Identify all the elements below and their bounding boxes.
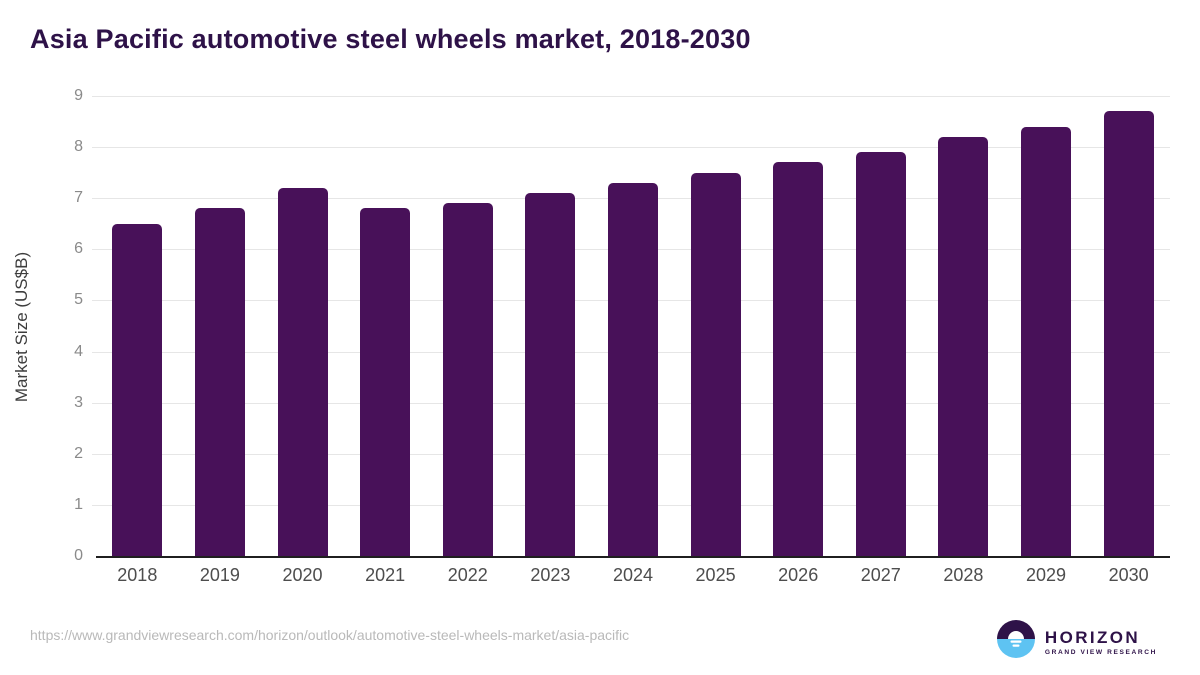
bar-slot-2018	[96, 96, 179, 556]
bar-slot-2025	[674, 96, 757, 556]
x-tick-label-2030: 2030	[1108, 565, 1149, 585]
y-tick-label-0: 0	[74, 547, 83, 564]
y-axis-title: Market Size (US$B)	[12, 251, 31, 403]
bar-slot-2020	[261, 96, 344, 556]
bar-2030[interactable]	[1103, 111, 1154, 556]
bar-2025[interactable]	[690, 172, 741, 556]
chart-title: Asia Pacific automotive steel wheels mar…	[30, 24, 751, 54]
y-tick-label-9: 9	[74, 87, 83, 104]
bar-slot-2022	[426, 96, 509, 556]
bar-series	[96, 96, 1170, 556]
logo-subtitle: GRAND VIEW RESEARCH	[1044, 648, 1157, 656]
bar-2020[interactable]	[277, 188, 328, 556]
gridline-8	[92, 147, 1170, 149]
x-tick-label-2019: 2019	[199, 565, 240, 585]
x-tick-label-2022: 2022	[447, 565, 488, 585]
horizon-logo: HORIZON GRAND VIEW RESEARCH	[996, 619, 1157, 664]
source-url: https://www.grandviewresearch.com/horizo…	[30, 627, 630, 643]
bar-2019[interactable]	[194, 208, 245, 556]
logo-name: HORIZON	[1044, 627, 1141, 647]
bar-2023[interactable]	[525, 193, 576, 556]
bar-slot-2027	[839, 96, 922, 556]
x-tick-label-2018: 2018	[117, 565, 158, 585]
y-tick-label-6: 6	[74, 240, 83, 258]
x-tick-label-2026: 2026	[778, 565, 819, 585]
x-tick-label-2028: 2028	[943, 565, 984, 585]
bar-2018[interactable]	[112, 223, 163, 556]
bar-slot-2029	[1005, 96, 1088, 556]
bar-2022[interactable]	[442, 203, 493, 556]
bar-2026[interactable]	[773, 162, 824, 556]
y-tick-label-1: 1	[74, 495, 83, 513]
x-tick-label-2023: 2023	[530, 565, 571, 585]
logo-text: HORIZON GRAND VIEW RESEARCH	[1045, 628, 1157, 656]
plot-area: 0 1 2 3 4 5 6 7 8 9	[74, 88, 1170, 564]
gridline-9	[92, 96, 1170, 97]
bar-slot-2026	[757, 96, 840, 556]
bar-2021[interactable]	[360, 208, 411, 556]
x-tick-label-2025: 2025	[695, 565, 736, 585]
x-tick-label-2024: 2024	[612, 565, 653, 585]
x-tick-label-2021: 2021	[365, 565, 406, 585]
y-tick-label-4: 4	[74, 342, 83, 360]
horizon-sunset-icon	[996, 619, 1036, 664]
x-tick-label-2029: 2029	[1025, 565, 1067, 585]
x-tick-label-2020: 2020	[282, 565, 323, 585]
y-tick-label-8: 8	[74, 138, 83, 156]
x-tick-label-2027: 2027	[860, 565, 901, 585]
bar-slot-2030	[1087, 96, 1170, 556]
bar-2029[interactable]	[1021, 126, 1071, 556]
bar-slot-2028	[922, 96, 1005, 556]
bar-2024[interactable]	[607, 182, 658, 556]
bar-2028[interactable]	[938, 136, 989, 556]
y-tick-label-2: 2	[74, 444, 83, 462]
bar-slot-2021	[344, 96, 427, 556]
bar-slot-2019	[179, 96, 262, 556]
bar-slot-2023	[509, 96, 592, 556]
y-tick-label-5: 5	[74, 291, 83, 309]
y-tick-label-7: 7	[74, 189, 83, 207]
x-axis-labels: 2018 2019 2020 2021 2022 2023 2024 2025 2026 2027…	[96, 565, 1170, 586]
y-tick-label-3: 3	[74, 393, 83, 411]
bar-2027[interactable]	[855, 152, 906, 556]
bar-slot-2024	[592, 96, 675, 556]
